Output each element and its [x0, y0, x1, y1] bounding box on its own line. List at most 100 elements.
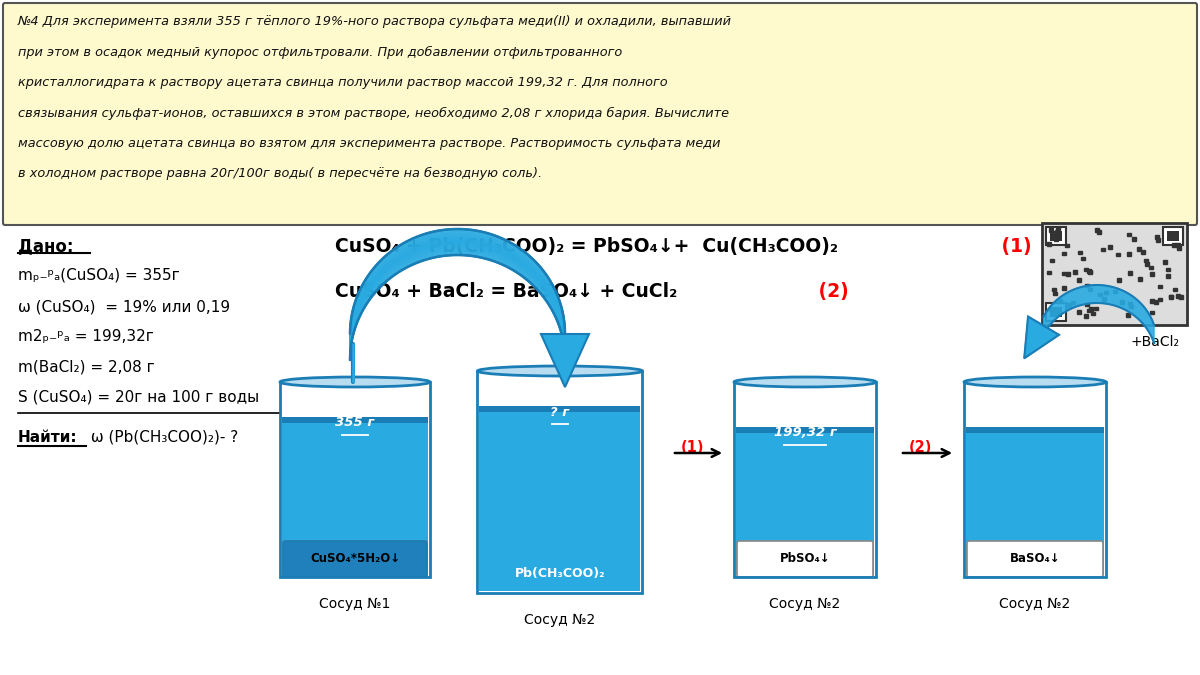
FancyBboxPatch shape [964, 382, 1106, 577]
Polygon shape [1024, 317, 1060, 358]
Bar [1102, 248, 1105, 252]
Bar [1150, 272, 1154, 275]
Bar [1085, 314, 1088, 318]
Bar [1050, 231, 1062, 241]
Text: PbSO₄↓: PbSO₄↓ [780, 553, 830, 566]
Text: BaSO₄↓: BaSO₄↓ [1009, 553, 1061, 566]
Bar [1087, 269, 1091, 273]
Bar [1163, 260, 1166, 264]
Bar [1150, 310, 1154, 314]
Bar [1128, 271, 1133, 275]
FancyBboxPatch shape [283, 541, 427, 577]
Text: связывания сульфат-ионов, оставшихся в этом растворе, необходимо 2,08 г хлорида : связывания сульфат-ионов, оставшихся в э… [18, 107, 730, 120]
Text: S (CuSO₄) = 20г на 100 г воды: S (CuSO₄) = 20г на 100 г воды [18, 389, 259, 404]
FancyBboxPatch shape [734, 382, 876, 577]
Text: m(BaCl₂) = 2,08 г: m(BaCl₂) = 2,08 г [18, 359, 155, 374]
Bar [1046, 227, 1066, 245]
Bar [1094, 307, 1098, 310]
Bar [736, 427, 874, 575]
Bar [1098, 292, 1103, 296]
Bar [1151, 299, 1154, 302]
Bar [1091, 312, 1094, 315]
Bar [1088, 269, 1092, 273]
Bar [1169, 296, 1172, 299]
Bar [1156, 235, 1159, 238]
Bar [1108, 245, 1111, 249]
Bar [1172, 235, 1177, 239]
Bar [1078, 250, 1082, 254]
Bar [1127, 252, 1132, 256]
Text: ω (CuSO₄)  = 19% или 0,19: ω (CuSO₄) = 19% или 0,19 [18, 299, 230, 314]
Bar [1116, 278, 1121, 281]
Bar [1127, 233, 1130, 236]
Bar [1049, 228, 1052, 232]
Bar [1066, 244, 1069, 247]
Bar [1051, 234, 1055, 238]
Bar [1116, 253, 1120, 256]
Text: Найти:: Найти: [18, 430, 78, 445]
Text: массовую долю ацетата свинца во взятом для эксперимента растворе. Растворимость : массовую долю ацетата свинца во взятом д… [18, 137, 720, 150]
Text: 355 г: 355 г [335, 416, 374, 429]
Ellipse shape [964, 377, 1106, 387]
Bar [1070, 300, 1074, 304]
Text: ω (Pb(CH₃COO)₂)- ?: ω (Pb(CH₃COO)₂)- ? [86, 430, 239, 445]
Polygon shape [1044, 285, 1154, 343]
Bar [1171, 243, 1176, 246]
FancyBboxPatch shape [737, 541, 874, 577]
Text: CuSO₄ + BaCl₂ = BaSO₄↓ + CuCl₂: CuSO₄ + BaCl₂ = BaSO₄↓ + CuCl₂ [335, 282, 677, 301]
Text: m2ₚ₋ᵖₐ = 199,32г: m2ₚ₋ᵖₐ = 199,32г [18, 329, 154, 344]
Bar [1154, 300, 1158, 304]
Bar [1180, 295, 1183, 299]
Bar [1145, 259, 1148, 263]
Bar [1050, 307, 1062, 317]
Text: №4 Для эксперимента взяли 355 г тёплого 19%-ного раствора сульфата меди(II) и ох: №4 Для эксперимента взяли 355 г тёплого … [18, 15, 732, 28]
Bar [1158, 285, 1162, 288]
Text: (2): (2) [812, 282, 848, 301]
Bar [1046, 271, 1051, 274]
Bar [1165, 274, 1170, 277]
Bar [1166, 231, 1178, 241]
Text: 199,32 г: 199,32 г [774, 427, 836, 439]
Bar [1088, 288, 1092, 291]
Ellipse shape [478, 366, 642, 376]
Bar [1058, 300, 1062, 303]
Text: Сосуд №2: Сосуд №2 [1000, 597, 1070, 611]
Bar [1141, 250, 1146, 254]
Bar [1163, 227, 1183, 245]
Bar [1088, 307, 1093, 311]
Bar [1176, 243, 1181, 246]
Bar [1145, 263, 1148, 266]
FancyBboxPatch shape [478, 371, 642, 593]
Bar [1086, 284, 1090, 288]
Bar [1081, 256, 1085, 260]
Bar [1157, 238, 1160, 242]
Bar [1056, 227, 1060, 230]
Bar [1114, 290, 1117, 294]
Bar [282, 417, 428, 423]
Bar [1052, 292, 1057, 296]
Bar [1176, 294, 1180, 298]
Bar [1097, 230, 1100, 234]
Bar [1096, 228, 1099, 232]
Bar [1062, 286, 1066, 290]
FancyBboxPatch shape [1042, 223, 1187, 325]
Bar [1139, 277, 1142, 281]
Bar [1087, 308, 1091, 312]
Bar [1088, 271, 1092, 274]
Polygon shape [350, 229, 565, 360]
Text: Сосуд №1: Сосуд №1 [319, 597, 391, 611]
Ellipse shape [734, 377, 876, 387]
Text: при этом в осадок медный купорос отфильтровали. При добавлении отфильтрованного: при этом в осадок медный купорос отфильт… [18, 46, 623, 59]
FancyBboxPatch shape [967, 541, 1103, 577]
Text: Сосуд №2: Сосуд №2 [769, 597, 841, 611]
Bar [1055, 230, 1058, 234]
Bar [1066, 273, 1069, 276]
Bar [1046, 242, 1051, 246]
Text: Сосуд №2: Сосуд №2 [524, 613, 595, 627]
Bar [1076, 278, 1081, 281]
Bar [1076, 310, 1081, 314]
Bar [1084, 267, 1088, 271]
Bar [1166, 268, 1170, 271]
Bar [1062, 252, 1066, 255]
Bar [1129, 304, 1133, 308]
